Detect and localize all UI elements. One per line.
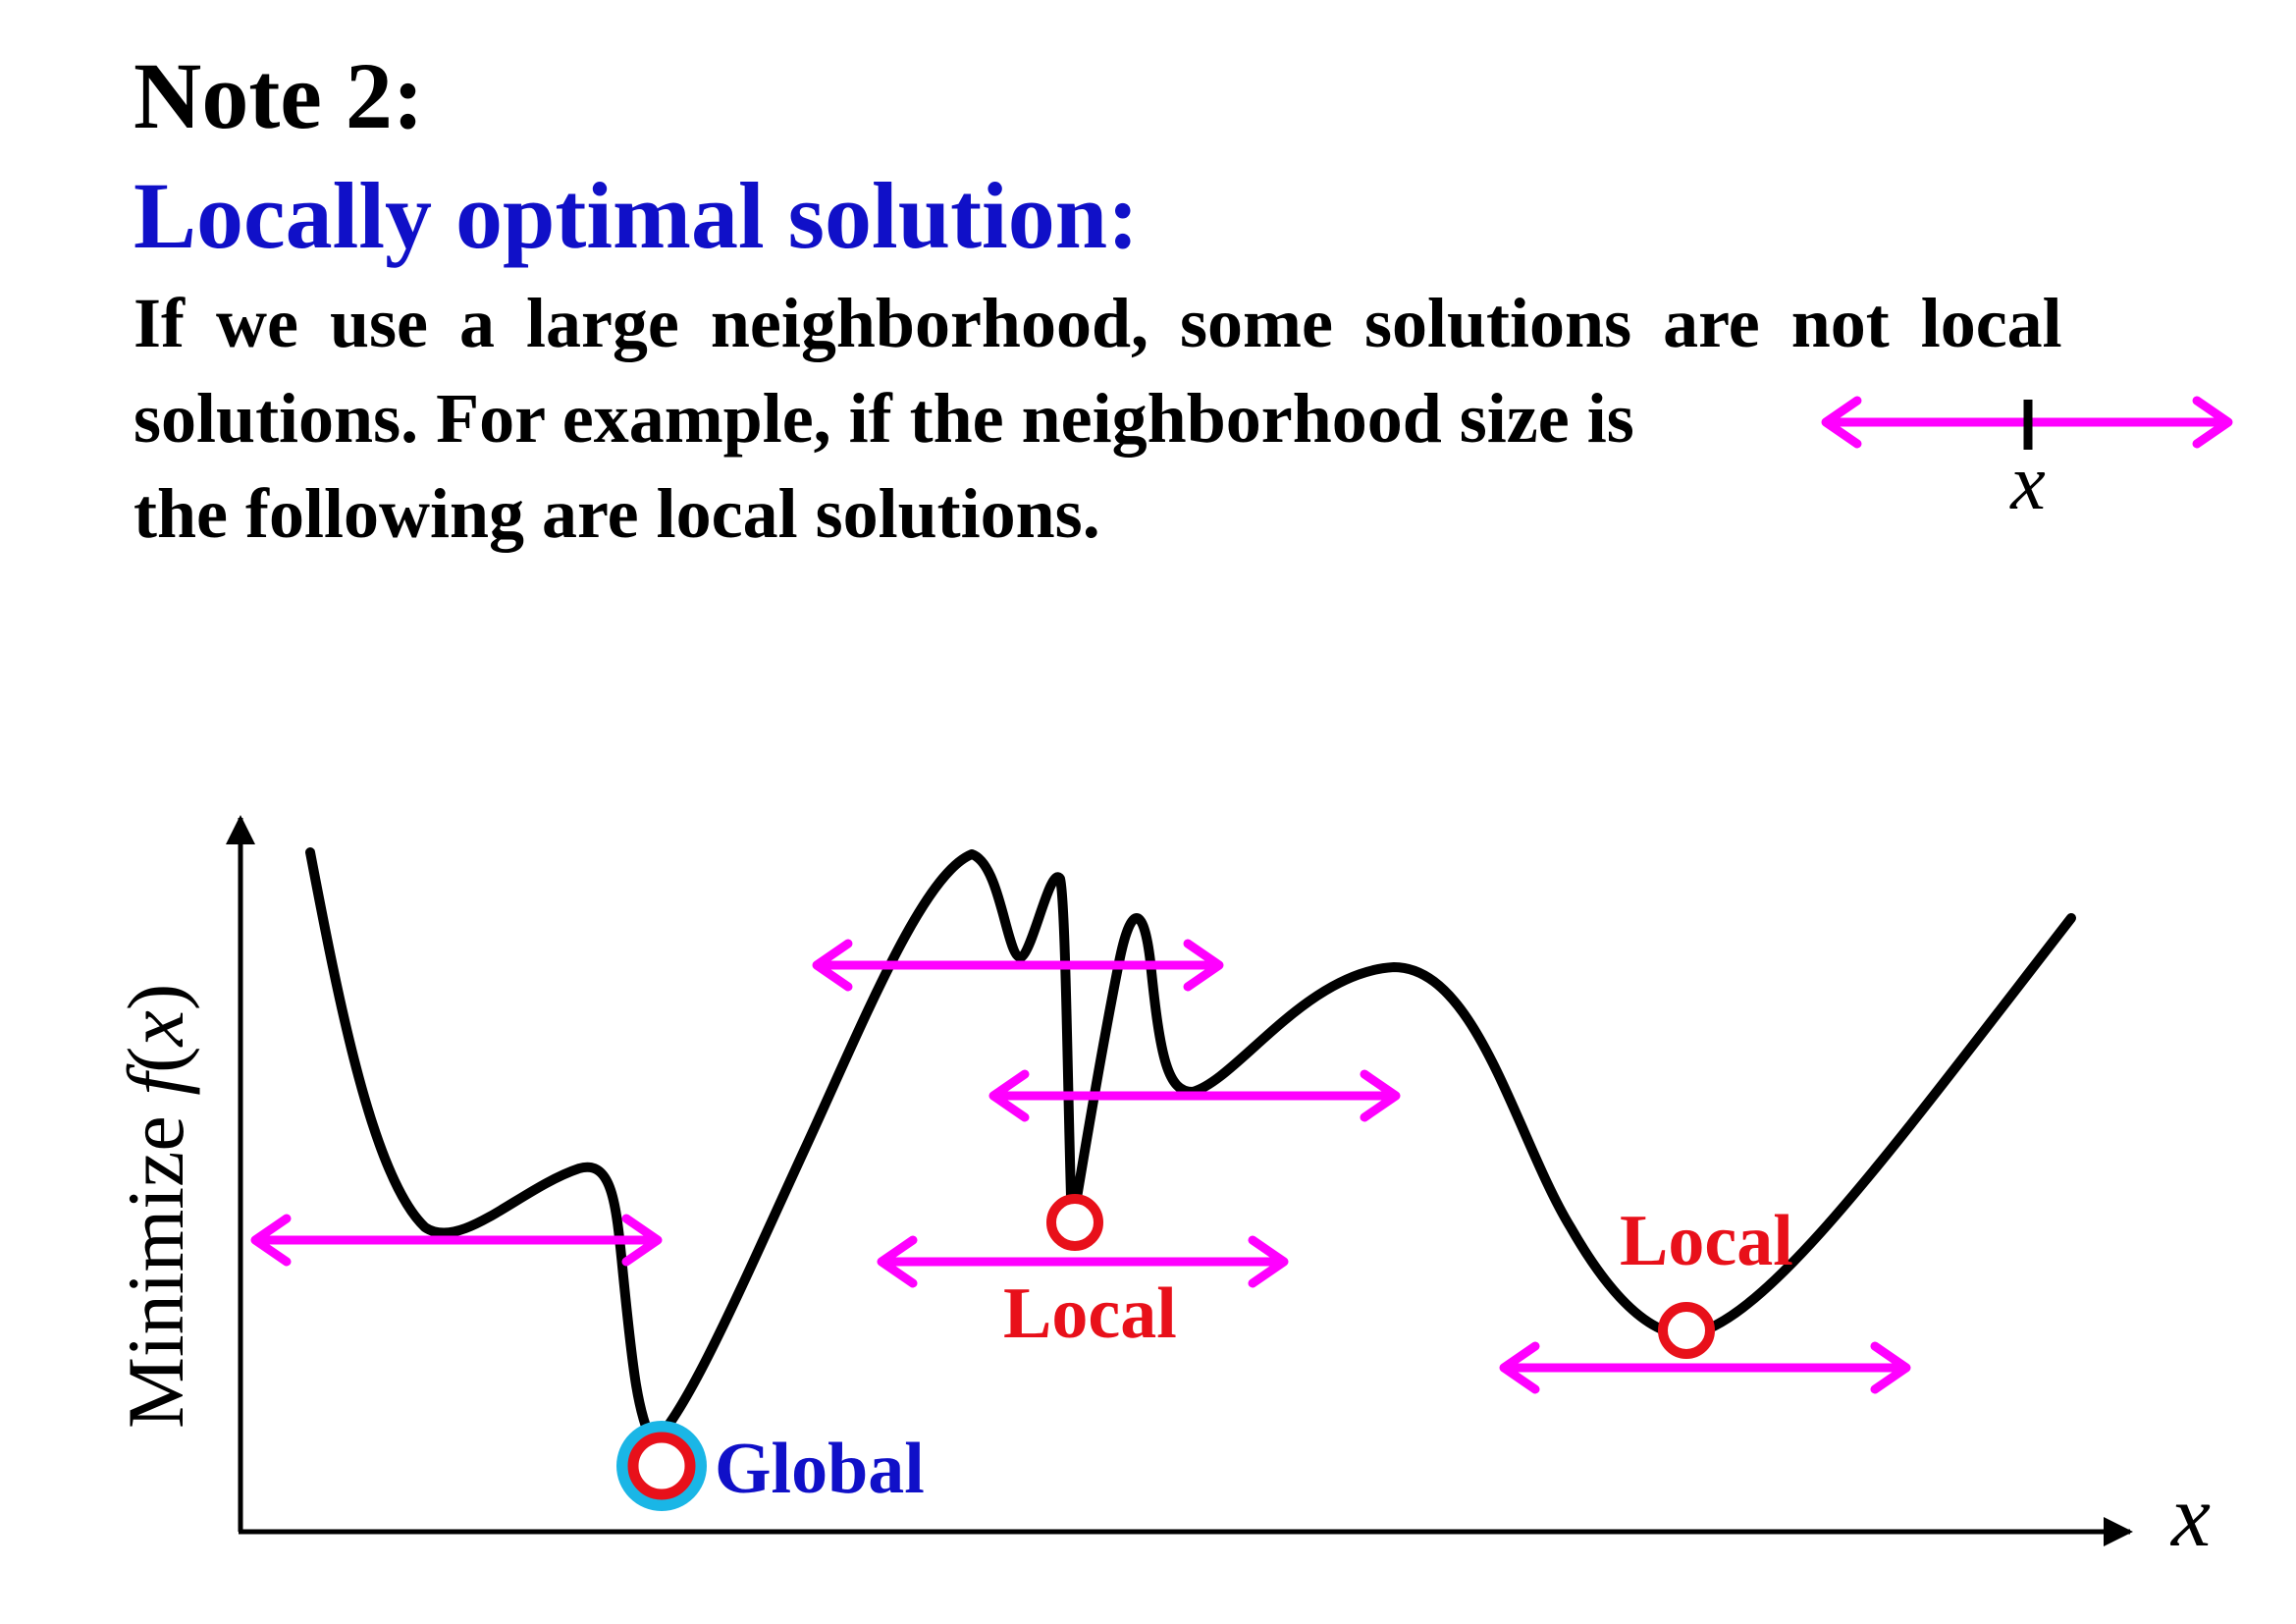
objective-curve: [305, 847, 2076, 1448]
y-axis-label: Minimize f(x): [111, 984, 200, 1429]
neighborhood-arrow-middle: [877, 1235, 1289, 1288]
global-label: Global: [715, 1429, 925, 1509]
neighborhood-arrow-right: [1499, 1341, 1911, 1394]
axes: x Minimize f(x): [111, 815, 2211, 1565]
local-label-right: Local: [1620, 1201, 1793, 1281]
neighborhood-arrow-top: [812, 939, 1224, 992]
local-optimum-marker-right: [1658, 1302, 1715, 1359]
local-optimum-marker-middle: [1046, 1194, 1103, 1251]
x-axis-label: x: [2169, 1468, 2211, 1565]
neighborhood-legend: x: [1821, 396, 2233, 526]
neighborhood-arrow-left: [250, 1214, 663, 1267]
neighborhood-legend-x-label: x: [2009, 440, 2046, 526]
section-subtitle: Locally optimal solution:: [133, 163, 1140, 268]
paragraph-line-3: the following are local solutions.: [133, 474, 1100, 553]
local-label-middle: Local: [1003, 1273, 1177, 1354]
neighborhood-arrow-upper-mid: [988, 1069, 1401, 1122]
note-title: Note 2:: [133, 43, 424, 148]
global-optimum-marker: [616, 1421, 707, 1511]
paragraph-line-1: If we use a large neighborhood, some sol…: [133, 284, 2062, 362]
paragraph-line-2: solutions. For example, if the neighborh…: [133, 379, 1634, 458]
